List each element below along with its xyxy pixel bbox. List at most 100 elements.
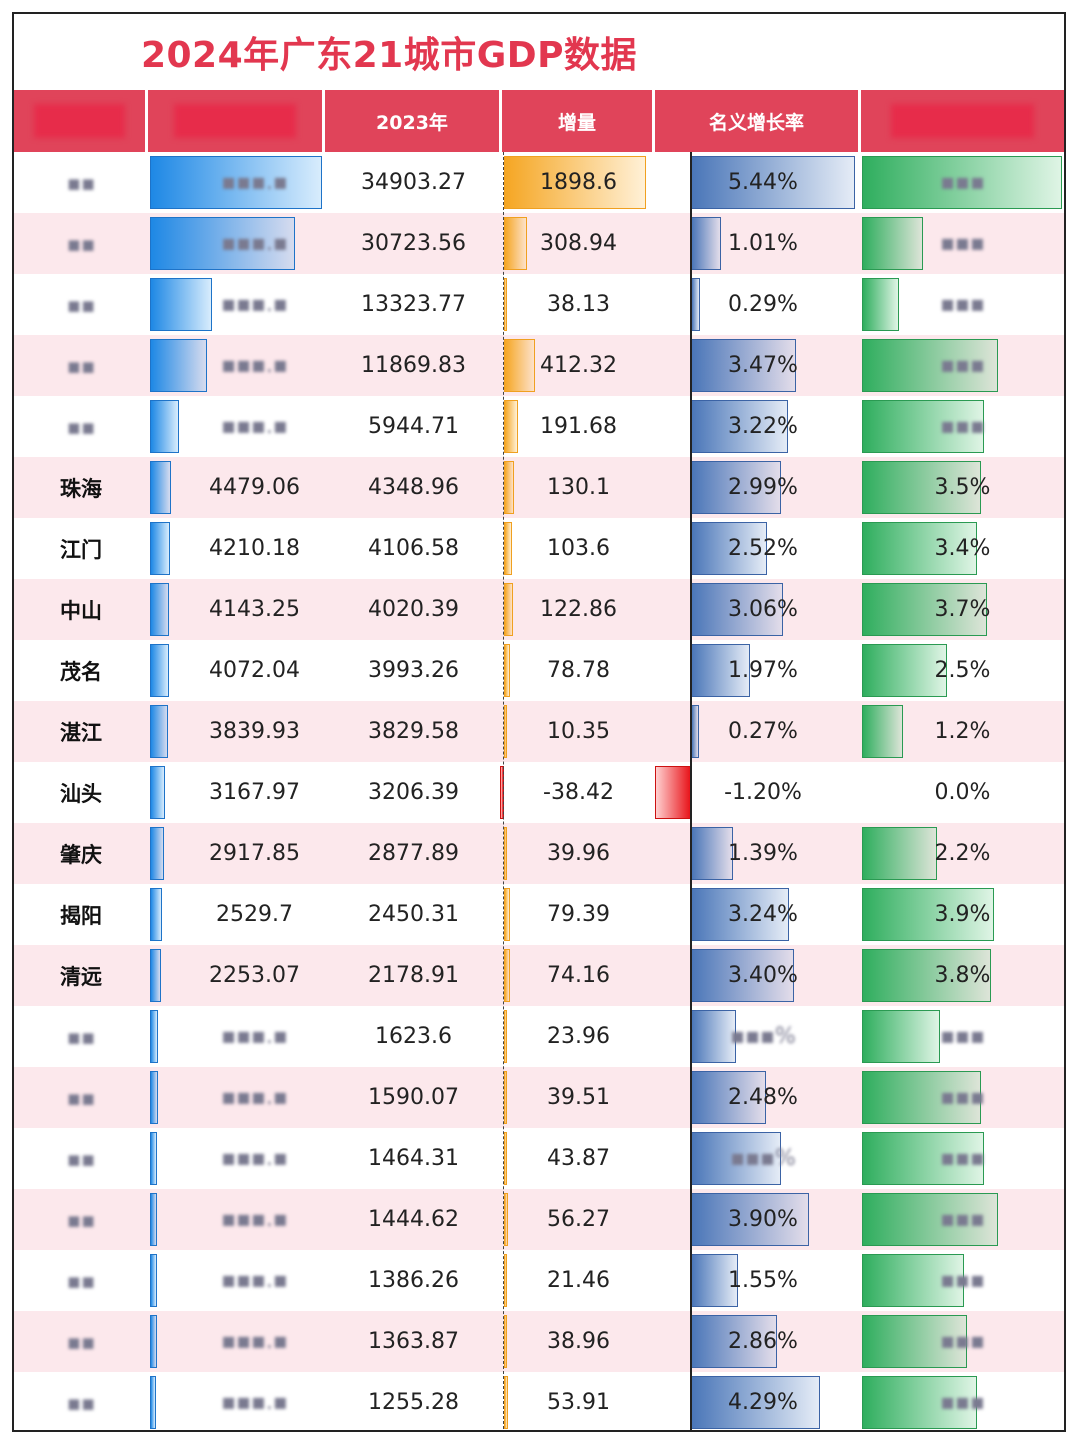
increment-value: 43.87 [547,1146,610,1171]
gdp2024-bar [150,522,170,575]
real-growth-bar [862,522,978,575]
increment-value: 308.94 [540,231,617,256]
city-name: 茂名 [60,659,102,684]
city-name: ▪▪ [66,353,96,378]
gdp2023-value: 1623.6 [375,1024,452,1049]
nominal-growth-value: 0.27% [728,719,798,744]
gdp2024-bar [150,1315,157,1368]
nominal-growth-bar [691,339,796,392]
header-real-growth-redacted [891,104,1034,138]
bar-layer [14,14,1064,1430]
nominal-growth-value: 3.22% [728,414,798,439]
city-name: ▪▪ [66,231,96,256]
increment-bar [504,827,507,880]
real-growth-value: 2.5% [934,658,991,683]
nominal-growth-value: 5.44% [728,170,798,195]
city-name: 湛江 [60,720,102,745]
city-name: 江门 [60,537,102,562]
real-growth-bar [862,827,937,880]
increment-bar [504,1010,507,1063]
real-growth-bar [862,156,1062,209]
real-growth-value: ▪▪▪ [940,1085,985,1110]
gdp2023-value: 1464.31 [368,1146,459,1171]
city-name: 汕头 [60,781,102,806]
real-growth-value: 3.4% [934,536,991,561]
gdp2024-value: 4143.25 [209,597,300,622]
increment-bar [504,705,507,758]
real-growth-bar [862,339,998,392]
gdp-table-frame: 2024年广东21城市GDP数据 2023年 增量 名义增长率 ▪▪ ▪▪▪.▪ 3… [12,12,1066,1432]
header-city [14,90,148,152]
gdp2024-bar [150,1010,158,1063]
gdp2024-bar [150,888,162,941]
real-growth-value: ▪▪▪ [940,1329,985,1354]
real-growth-bar [862,461,981,514]
gdp2024-value: ▪▪▪.▪ [221,353,288,378]
gdp2024-bar [150,766,165,819]
gdp2024-value: ▪▪▪.▪ [221,231,288,256]
gdp2024-value: ▪▪▪.▪ [221,292,288,317]
increment-value: 74.16 [547,963,610,988]
real-growth-value: ▪▪▪ [940,1024,985,1049]
header-increment: 增量 [502,90,655,152]
header-gdp2024-redacted [174,104,296,138]
increment-bar [504,461,514,514]
increment-bar [504,949,510,1002]
nominal-growth-bar [691,1193,809,1246]
gdp2024-bar [150,1193,157,1246]
city-name: 中山 [60,598,102,623]
gdp2024-bar [150,949,161,1002]
city-name: ▪▪ [66,414,96,439]
real-growth-bar [862,1071,981,1124]
increment-bar [504,1376,509,1429]
nominal-growth-bar [691,217,722,270]
real-growth-value: 0.0% [934,780,991,805]
real-growth-value: ▪▪▪ [940,1146,985,1171]
gdp2023-value: 34903.27 [361,170,466,195]
nominal-growth-bar [691,1376,821,1429]
increment-bar [504,644,510,697]
real-growth-value: ▪▪▪ [940,353,985,378]
increment-bar [504,1132,508,1185]
gdp2024-bar [150,644,170,697]
city-name: 肇庆 [60,842,102,867]
gdp2024-value: 3167.97 [209,780,300,805]
nominal-growth-bar [691,1071,766,1124]
nominal-growth-value: 1.39% [728,841,798,866]
increment-value: 103.6 [547,536,610,561]
gdp2024-bar [150,1071,158,1124]
gdp2023-value: 4348.96 [368,475,459,500]
city-name: ▪▪ [66,1085,96,1110]
nominal-growth-value: ▪▪▪% [730,1024,796,1049]
gdp2023-value: 4020.39 [368,597,459,622]
gdp2024-value: 4072.04 [209,658,300,683]
city-name: ▪▪ [66,1390,96,1415]
increment-bar [504,1071,507,1124]
real-growth-bar [862,1315,968,1368]
increment-bar [504,888,510,941]
gdp2023-value: 3993.26 [368,658,459,683]
real-growth-value: ▪▪▪ [940,1207,985,1232]
increment-value: 1898.6 [540,170,617,195]
gdp2024-bar [150,156,322,209]
city-name: ▪▪ [66,1268,96,1293]
increment-value: 191.68 [540,414,617,439]
nominal-growth-value: 3.06% [728,597,798,622]
gdp2024-bar [150,1132,158,1185]
nominal-growth-value: -1.20% [724,780,802,805]
real-growth-value: 1.2% [934,719,991,744]
city-name: ▪▪ [66,1207,96,1232]
gdp2024-bar [150,1376,157,1429]
header-gdp2023: 2023年 [325,90,502,152]
increment-value: 23.96 [547,1024,610,1049]
gdp2023-value: 5944.71 [368,414,459,439]
real-growth-bar [862,1254,964,1307]
increment-bar [504,339,535,392]
nominal-growth-bar [691,461,782,514]
gdp2024-bar [150,339,208,392]
increment-value: -38.42 [543,780,614,805]
gdp2024-bar [150,400,179,453]
nominal-growth-value: 2.48% [728,1085,798,1110]
city-name: ▪▪ [66,1146,96,1171]
real-growth-bar [862,1132,985,1185]
